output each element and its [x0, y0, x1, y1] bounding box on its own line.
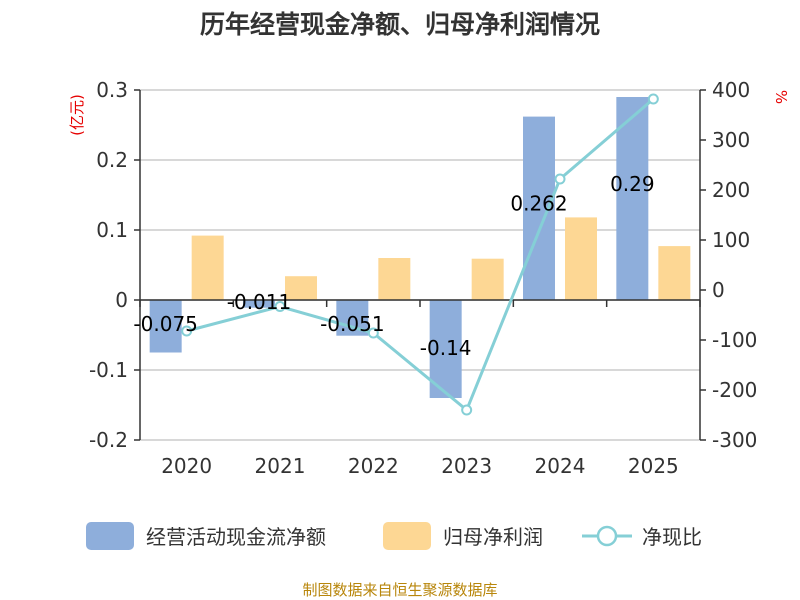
right-tick-label: -300 [712, 428, 757, 452]
ratio-point [181, 325, 193, 337]
data-label-cashflow: 0.262 [510, 192, 567, 216]
source-note: 制图数据来自恒生聚源数据库 [302, 581, 497, 599]
left-tick-label: 0.2 [96, 148, 128, 172]
category-label: 2020 [161, 454, 212, 478]
legend-label-ratio: 净现比 [642, 525, 702, 549]
bar-net-profit [378, 258, 411, 300]
left-tick-label: -0.1 [89, 358, 128, 382]
category-label: 2024 [535, 454, 586, 478]
category-label: 2022 [348, 454, 399, 478]
legend[interactable]: 经营活动现金流净额 归母净利润 净现比 [86, 522, 702, 550]
gridlines [140, 89, 700, 441]
right-tick-label: -100 [712, 328, 757, 352]
ratio-point [554, 173, 566, 185]
category-label: 2023 [441, 454, 492, 478]
ratio-line [181, 93, 659, 416]
data-labels: -0.075 -0.011 -0.051 -0.14 0.262 0.29 [133, 172, 654, 360]
data-label-cashflow: -0.051 [320, 312, 384, 336]
right-tick-label: 100 [712, 228, 750, 252]
data-label-cashflow: 0.29 [610, 172, 655, 196]
bar-net-profit [191, 235, 224, 300]
right-tick-label: 300 [712, 128, 750, 152]
data-label-cashflow: -0.14 [420, 336, 472, 360]
legend-swatch-cashflow [86, 522, 134, 550]
ratio-point [461, 404, 473, 416]
ratio-line-path [186, 97, 655, 413]
axes: 0.3 0.2 0.1 0 -0.1 -0.2 400 300 200 100 0 -100 -200 -… [68, 78, 790, 478]
bar-net-profit [565, 217, 597, 300]
bar-net-profit [471, 258, 504, 300]
bars [149, 97, 691, 398]
left-tick-label: 0 [115, 288, 128, 312]
ratio-point [367, 327, 379, 339]
legend-swatch-ratio-marker [596, 525, 618, 547]
chart-title: 历年经营现金净额、归母净利润情况 [200, 10, 600, 39]
right-tick-label: 0 [712, 278, 725, 302]
category-label: 2025 [628, 454, 679, 478]
data-label-cashflow: -0.011 [227, 290, 291, 314]
left-tick-label: -0.2 [89, 428, 128, 452]
data-label-cashflow: -0.075 [133, 312, 197, 336]
ratio-point [647, 93, 659, 105]
bar-operating-cashflow [243, 300, 275, 308]
legend-label-net-profit: 归母净利润 [443, 525, 543, 549]
right-tick-label: 400 [712, 78, 750, 102]
legend-label-cashflow: 经营活动现金流净额 [146, 525, 326, 549]
left-tick-label: 0.3 [96, 78, 128, 102]
right-tick-label: 200 [712, 178, 750, 202]
bar-net-profit [658, 246, 691, 300]
right-tick-label: -200 [712, 378, 757, 402]
category-label: 2021 [255, 454, 306, 478]
bar-net-profit [285, 276, 317, 300]
left-axis-unit: (亿元) [68, 94, 86, 136]
right-axis-unit: % [772, 90, 790, 104]
ratio-point [274, 301, 286, 312]
bar-operating-cashflow [149, 300, 182, 353]
left-tick-label: 0.1 [96, 218, 128, 242]
bar-operating-cashflow [616, 97, 649, 300]
legend-swatch-net-profit [383, 522, 431, 550]
bar-operating-cashflow [429, 300, 462, 398]
